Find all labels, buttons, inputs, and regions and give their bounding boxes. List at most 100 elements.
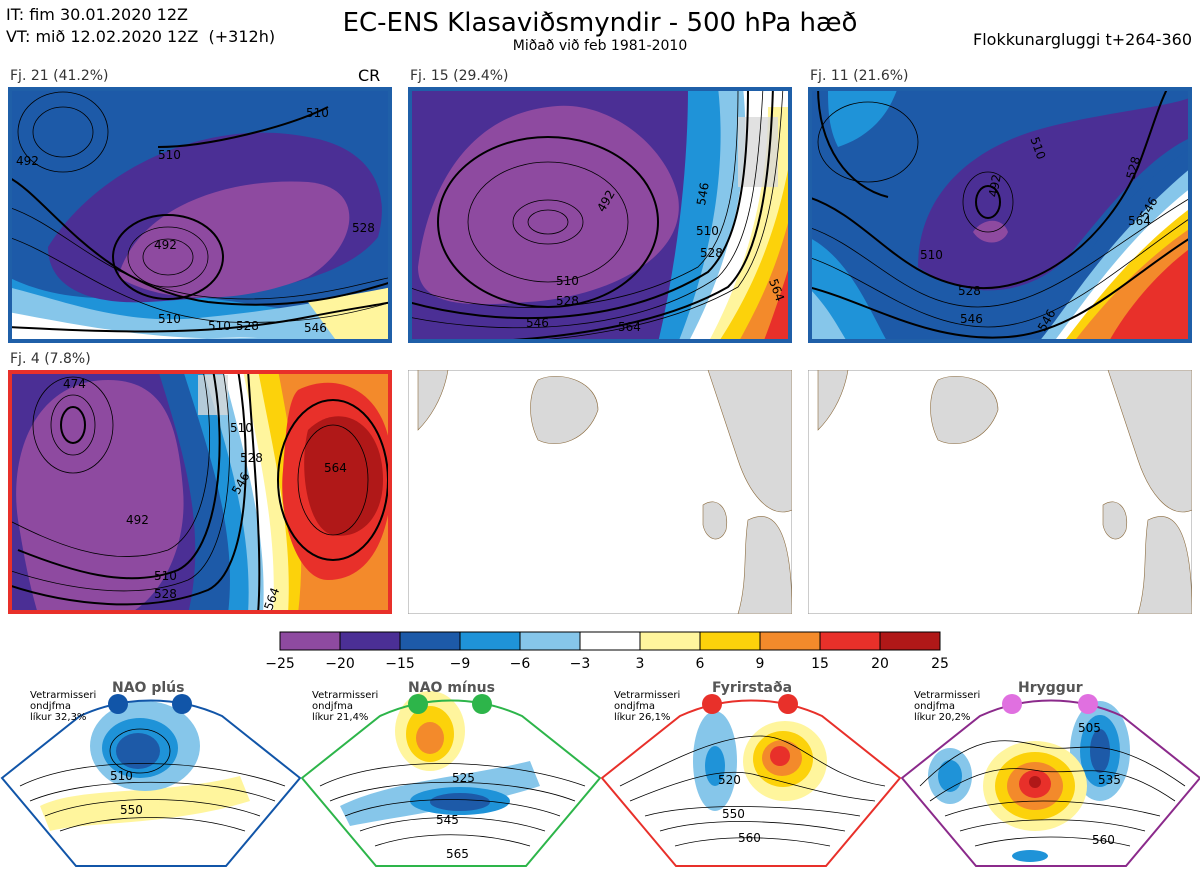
it-line: IT: fim 30.01.2020 12Z [6, 5, 188, 24]
regime-marker [472, 694, 492, 714]
contour-label: 510 [696, 224, 719, 238]
contour-label: 492 [154, 238, 177, 252]
colorbar-swatch [759, 631, 821, 651]
contour-label: 510 [306, 106, 329, 120]
cluster-4-label: Fj. 4 (7.8%) [10, 351, 91, 367]
cluster-1-tag: CR [358, 66, 381, 85]
colorbar-swatch [459, 631, 521, 651]
regime-title: Hryggur [1018, 680, 1083, 696]
contour-label: 546 [694, 181, 712, 206]
colorbar-swatch [579, 631, 641, 651]
cluster-3-map: 510 492 528 546 564 510 528 546 546 [808, 87, 1192, 343]
cluster-frame [408, 87, 792, 343]
contour-label: 564 [1128, 214, 1151, 228]
colorbar-tick: −6 [510, 656, 531, 672]
regime-ridge: 505 535 560 Hryggur Vetrarmisseri ondjfm… [900, 680, 1200, 867]
colorbar-tick: 9 [756, 656, 765, 672]
regime-info-line: ondjfma [30, 701, 71, 712]
contour-label: 510 [158, 148, 181, 162]
header-info: IT: fim 30.01.2020 12Z VT: mið 12.02.202… [6, 4, 275, 48]
colorbar-swatch [819, 631, 881, 651]
regime-contour-label: 535 [1098, 773, 1121, 787]
empty-map-panel [808, 370, 1192, 614]
page-subtitle: Miðað við feb 1981-2010 [512, 38, 688, 54]
colorbar-svg: −25 −20 −15 −9 −6 −3 3 6 9 15 20 25 [265, 631, 949, 672]
regime-info-line: Vetrarmisseri [914, 690, 980, 701]
regime-title: Fyrirstaða [712, 680, 792, 696]
cluster-frame [8, 370, 392, 614]
regime-nao-minus: 525 545 565 NAO mínus Vetrarmisseri ondj… [300, 680, 602, 867]
contour-label: 528 [236, 319, 259, 333]
contour-label: 510 [154, 569, 177, 583]
contour-label: 510 [920, 248, 943, 262]
contour-label: 528 [958, 284, 981, 298]
regime-marker [108, 694, 128, 714]
regime-marker [702, 694, 722, 714]
regime-marker [172, 694, 192, 714]
colorbar-swatch [399, 631, 461, 651]
regime-frame [300, 699, 602, 867]
colorbar-swatch [639, 631, 701, 651]
regime-title: NAO plús [112, 680, 184, 696]
regime-contour-label: 560 [1092, 833, 1115, 847]
contour-label: 510 [230, 421, 253, 435]
regime-marker [408, 694, 428, 714]
regime-marker [1078, 694, 1098, 714]
regime-title: NAO mínus [408, 680, 495, 696]
regime-info-line: ondjfma [312, 701, 353, 712]
colorbar: −25 −20 −15 −9 −6 −3 3 6 9 15 20 25 [250, 628, 970, 676]
contour-label: 564 [618, 320, 641, 334]
cluster-1-label: Fj. 21 (41.2%) [10, 68, 109, 84]
contour-label: 546 [526, 316, 549, 330]
contour-label: 492 [986, 173, 1004, 198]
colorbar-swatch [279, 631, 341, 651]
regime-marker [778, 694, 798, 714]
regime-info-line: líkur 32,3% [30, 711, 86, 723]
colorbar-tick: −25 [265, 656, 295, 672]
empty-map-panel [408, 370, 792, 614]
cluster-frame [808, 87, 1192, 343]
regime-info-line: Vetrarmisseri [312, 690, 378, 701]
regime-marker [1002, 694, 1022, 714]
contour-label: 528 [352, 221, 375, 235]
regime-contour-label: 550 [722, 807, 745, 821]
regime-info-line: ondjfma [614, 701, 655, 712]
regime-contour-label: 505 [1078, 721, 1101, 735]
regime-row: 510 550 NAO plús Vetrarmisseri ondjfma l… [0, 676, 1200, 871]
regime-contour-label: 520 [718, 773, 741, 787]
regime-contour-label: 545 [436, 813, 459, 827]
regime-blocking: 520 550 560 Fyrirstaða Vetrarmisseri ond… [600, 680, 902, 867]
regime-info-line: Vetrarmisseri [30, 690, 96, 701]
regime-contour-label: 565 [446, 847, 469, 861]
colorbar-tick: 3 [636, 656, 645, 672]
colorbar-tick: −9 [450, 656, 471, 672]
regime-info-line: líkur 26,1% [614, 711, 670, 723]
regime-frame [600, 699, 902, 867]
colorbar-tick: −20 [325, 656, 355, 672]
regime-contour-label: 560 [738, 831, 761, 845]
colorbar-tick: 6 [696, 656, 705, 672]
colorbar-swatch [699, 631, 761, 651]
colorbar-swatch [339, 631, 401, 651]
cluster-4-map: 474 510 528 546 564 492 510 528 564 [8, 370, 392, 626]
vt-line: VT: mið 12.02.2020 12Z (+312h) [6, 27, 276, 46]
contour-label: 546 [304, 321, 327, 335]
contour-label: 546 [960, 312, 983, 326]
contour-label: 528 [700, 246, 723, 260]
contour-label: 564 [324, 461, 347, 475]
contour-label: 474 [63, 377, 86, 391]
regime-nao-plus: 510 550 NAO plús Vetrarmisseri ondjfma l… [0, 680, 302, 867]
contour-label: 510 [158, 312, 181, 326]
colorbar-tick: 25 [931, 656, 949, 672]
classification-window: Flokkunargluggi t+264-360 [973, 30, 1192, 49]
colorbar-tick: 20 [871, 656, 889, 672]
colorbar-swatch [519, 631, 581, 651]
contour-label: 528 [556, 294, 579, 308]
colorbar-tick: −15 [385, 656, 415, 672]
colorbar-tick: −3 [570, 656, 591, 672]
contour-label: 528 [1124, 155, 1143, 181]
regime-frame [0, 699, 302, 867]
contour-label: 492 [126, 513, 149, 527]
contour-label: 528 [240, 451, 263, 465]
contour-label: 492 [16, 154, 39, 168]
